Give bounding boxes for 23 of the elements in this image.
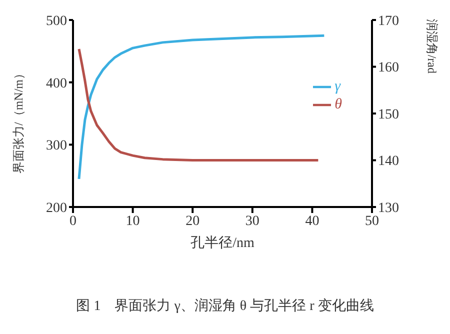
x-tick-label: 50 bbox=[365, 214, 379, 229]
legend-label: γ bbox=[334, 78, 341, 94]
caption: 图 1 界面张力 γ、润湿角 θ 与孔半径 r 变化曲线 bbox=[75, 297, 375, 315]
y2-tick-label: 140 bbox=[378, 154, 399, 170]
y2-axis-title: 润湿角/rad bbox=[424, 18, 439, 74]
y-tick-label: 500 bbox=[46, 14, 67, 29]
y-axis-title: 界面张力/（mN/m） bbox=[11, 67, 26, 174]
y-tick-label: 400 bbox=[46, 76, 67, 92]
x-axis-title: 孔半径/nm bbox=[190, 235, 254, 251]
line-series bbox=[78, 34, 326, 180]
y2-tick-label: 150 bbox=[378, 107, 399, 122]
y-tick-label: 200 bbox=[46, 200, 67, 216]
y2-tick-label: 170 bbox=[378, 14, 399, 29]
x-tick-label: 10 bbox=[126, 214, 140, 229]
y-tick-label: 300 bbox=[46, 138, 67, 154]
y2-tick-label: 160 bbox=[378, 60, 399, 76]
line-series bbox=[78, 48, 320, 162]
x-tick-label: 30 bbox=[245, 214, 260, 229]
x-tick-label: 20 bbox=[186, 214, 200, 229]
x-tick-label: 0 bbox=[70, 214, 76, 229]
x-tick-label: 40 bbox=[305, 214, 320, 229]
y2-tick-label: 130 bbox=[378, 200, 399, 216]
legend-label: θ bbox=[334, 96, 342, 112]
